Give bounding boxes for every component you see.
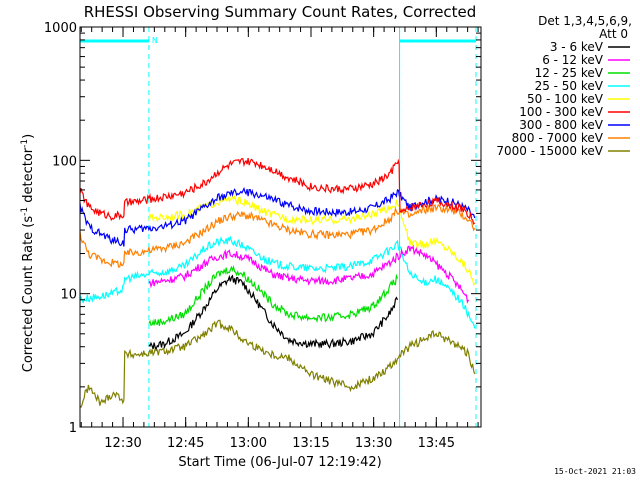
series-line <box>148 264 399 327</box>
plot-area: N <box>79 27 477 427</box>
night-label: N <box>152 36 158 45</box>
x-tick-label: 13:30 <box>355 436 392 451</box>
series-line <box>148 274 399 351</box>
legend-header-1: Det 1,3,4,5,6,9, <box>538 14 632 28</box>
legend-label: 6 - 12 keV <box>542 53 604 67</box>
y-tick-label: 10 <box>60 288 77 303</box>
series-line <box>79 157 476 225</box>
series-line <box>148 244 470 304</box>
series-line <box>79 186 476 247</box>
series-line <box>79 235 476 329</box>
legend-label: 12 - 25 keV <box>535 66 604 80</box>
legend-label: 800 - 7000 keV <box>512 131 604 145</box>
series-line <box>79 319 476 408</box>
plot-frame <box>79 26 482 428</box>
y-tick-label: 100 <box>52 154 77 169</box>
x-axis-label: Start Time (06-Jul-07 12:19:42) <box>178 455 381 470</box>
y-axis-label: Corrected Count Rate (s-1 detector-1) <box>20 134 36 372</box>
legend-label: 100 - 300 keV <box>519 105 603 119</box>
legend-label: 7000 - 15000 keV <box>496 144 603 158</box>
x-tick-label: 13:15 <box>292 436 329 451</box>
legend-label: 300 - 800 keV <box>519 118 603 132</box>
legend-label: 25 - 50 keV <box>535 79 604 93</box>
legend-label: 50 - 100 keV <box>527 92 604 106</box>
y-tick-label: 1000 <box>44 21 77 36</box>
legend-header-2: Att 0 <box>599 27 628 41</box>
series-line <box>148 194 476 287</box>
footer-date: 15-Oct-2021 21:03 <box>554 467 636 476</box>
y-tick-label: 1 <box>69 421 77 436</box>
x-tick-label: 13:45 <box>418 436 455 451</box>
x-tick-label: 12:45 <box>167 436 204 451</box>
x-tick-label: 13:00 <box>230 436 267 451</box>
series-line <box>79 204 476 268</box>
chart-title: RHESSI Observing Summary Count Rates, Co… <box>84 3 477 21</box>
axes: 1 10 100 1000 12:30 12:45 13:00 13:15 13:30 13:45 <box>44 21 481 451</box>
legend-label: 3 - 6 keV <box>550 40 604 54</box>
x-tick-label: 12:30 <box>104 436 141 451</box>
